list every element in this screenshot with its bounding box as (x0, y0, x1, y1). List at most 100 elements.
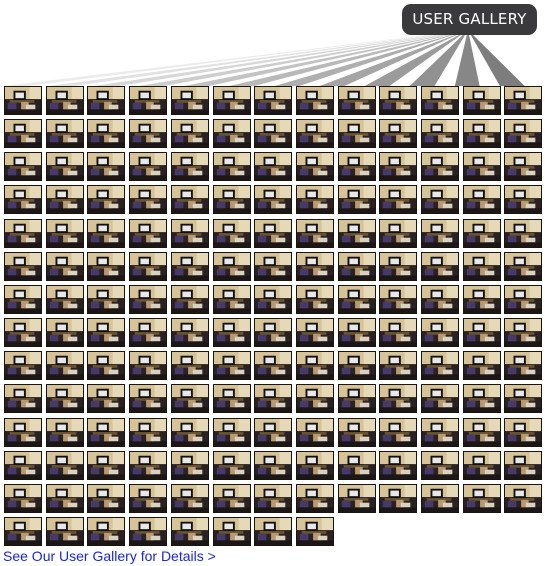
gallery-thumbnail[interactable] (254, 318, 292, 347)
gallery-thumbnail[interactable] (213, 152, 251, 181)
gallery-thumbnail[interactable] (504, 219, 542, 248)
gallery-thumbnail[interactable] (129, 318, 167, 347)
gallery-thumbnail[interactable] (87, 451, 125, 480)
gallery-thumbnail[interactable] (463, 318, 501, 347)
gallery-thumbnail[interactable] (379, 318, 417, 347)
gallery-thumbnail[interactable] (463, 252, 501, 281)
gallery-thumbnail[interactable] (296, 152, 334, 181)
gallery-thumbnail[interactable] (296, 451, 334, 480)
gallery-thumbnail[interactable] (338, 185, 376, 214)
gallery-thumbnail[interactable] (171, 451, 209, 480)
gallery-thumbnail[interactable] (46, 517, 84, 546)
gallery-thumbnail[interactable] (421, 119, 459, 148)
user-gallery-button[interactable]: USER GALLERY (402, 4, 537, 35)
gallery-thumbnail[interactable] (4, 451, 42, 480)
gallery-thumbnail[interactable] (129, 351, 167, 380)
gallery-thumbnail[interactable] (504, 252, 542, 281)
gallery-thumbnail[interactable] (87, 318, 125, 347)
gallery-thumbnail[interactable] (296, 285, 334, 314)
gallery-thumbnail[interactable] (254, 119, 292, 148)
gallery-thumbnail[interactable] (296, 517, 334, 546)
gallery-thumbnail[interactable] (213, 219, 251, 248)
gallery-thumbnail[interactable] (4, 219, 42, 248)
gallery-thumbnail[interactable] (254, 418, 292, 447)
gallery-thumbnail[interactable] (87, 418, 125, 447)
gallery-thumbnail[interactable] (171, 418, 209, 447)
gallery-thumbnail[interactable] (87, 484, 125, 513)
gallery-thumbnail[interactable] (4, 152, 42, 181)
gallery-thumbnail[interactable] (87, 517, 125, 546)
gallery-thumbnail[interactable] (171, 285, 209, 314)
gallery-thumbnail[interactable] (254, 185, 292, 214)
gallery-thumbnail[interactable] (296, 418, 334, 447)
gallery-thumbnail[interactable] (254, 285, 292, 314)
gallery-thumbnail[interactable] (171, 351, 209, 380)
gallery-thumbnail[interactable] (129, 517, 167, 546)
gallery-thumbnail[interactable] (296, 252, 334, 281)
gallery-thumbnail[interactable] (254, 451, 292, 480)
gallery-thumbnail[interactable] (213, 451, 251, 480)
gallery-thumbnail[interactable] (504, 451, 542, 480)
gallery-thumbnail[interactable] (421, 185, 459, 214)
gallery-thumbnail[interactable] (4, 318, 42, 347)
gallery-thumbnail[interactable] (463, 219, 501, 248)
gallery-thumbnail[interactable] (504, 318, 542, 347)
gallery-thumbnail[interactable] (213, 185, 251, 214)
gallery-thumbnail[interactable] (46, 152, 84, 181)
gallery-thumbnail[interactable] (463, 418, 501, 447)
gallery-thumbnail[interactable] (213, 252, 251, 281)
gallery-thumbnail[interactable] (254, 252, 292, 281)
gallery-thumbnail[interactable] (46, 451, 84, 480)
gallery-thumbnail[interactable] (504, 152, 542, 181)
gallery-thumbnail[interactable] (379, 285, 417, 314)
gallery-thumbnail[interactable] (129, 152, 167, 181)
gallery-thumbnail[interactable] (46, 351, 84, 380)
gallery-thumbnail[interactable] (504, 86, 542, 115)
gallery-thumbnail[interactable] (296, 219, 334, 248)
gallery-thumbnail[interactable] (296, 119, 334, 148)
gallery-thumbnail[interactable] (338, 451, 376, 480)
user-gallery-link[interactable]: See Our User Gallery for Details > (3, 548, 216, 564)
gallery-thumbnail[interactable] (254, 351, 292, 380)
gallery-thumbnail[interactable] (421, 86, 459, 115)
gallery-thumbnail[interactable] (504, 351, 542, 380)
gallery-thumbnail[interactable] (504, 418, 542, 447)
gallery-thumbnail[interactable] (171, 185, 209, 214)
gallery-thumbnail[interactable] (87, 252, 125, 281)
gallery-thumbnail[interactable] (338, 384, 376, 413)
gallery-thumbnail[interactable] (379, 351, 417, 380)
gallery-thumbnail[interactable] (46, 484, 84, 513)
gallery-thumbnail[interactable] (338, 285, 376, 314)
gallery-thumbnail[interactable] (46, 119, 84, 148)
gallery-thumbnail[interactable] (504, 484, 542, 513)
gallery-thumbnail[interactable] (46, 418, 84, 447)
gallery-thumbnail[interactable] (4, 517, 42, 546)
gallery-thumbnail[interactable] (421, 285, 459, 314)
gallery-thumbnail[interactable] (421, 384, 459, 413)
gallery-thumbnail[interactable] (379, 384, 417, 413)
gallery-thumbnail[interactable] (129, 484, 167, 513)
gallery-thumbnail[interactable] (254, 219, 292, 248)
gallery-thumbnail[interactable] (504, 285, 542, 314)
gallery-thumbnail[interactable] (87, 219, 125, 248)
gallery-thumbnail[interactable] (87, 119, 125, 148)
gallery-thumbnail[interactable] (129, 285, 167, 314)
gallery-thumbnail[interactable] (338, 318, 376, 347)
gallery-thumbnail[interactable] (338, 152, 376, 181)
gallery-thumbnail[interactable] (87, 351, 125, 380)
gallery-thumbnail[interactable] (171, 318, 209, 347)
gallery-thumbnail[interactable] (463, 384, 501, 413)
gallery-thumbnail[interactable] (338, 86, 376, 115)
gallery-thumbnail[interactable] (379, 418, 417, 447)
gallery-thumbnail[interactable] (4, 484, 42, 513)
gallery-thumbnail[interactable] (213, 484, 251, 513)
gallery-thumbnail[interactable] (463, 152, 501, 181)
gallery-thumbnail[interactable] (46, 252, 84, 281)
gallery-thumbnail[interactable] (171, 219, 209, 248)
gallery-thumbnail[interactable] (213, 384, 251, 413)
gallery-thumbnail[interactable] (171, 252, 209, 281)
gallery-thumbnail[interactable] (46, 219, 84, 248)
gallery-thumbnail[interactable] (213, 418, 251, 447)
gallery-thumbnail[interactable] (504, 384, 542, 413)
gallery-thumbnail[interactable] (421, 219, 459, 248)
